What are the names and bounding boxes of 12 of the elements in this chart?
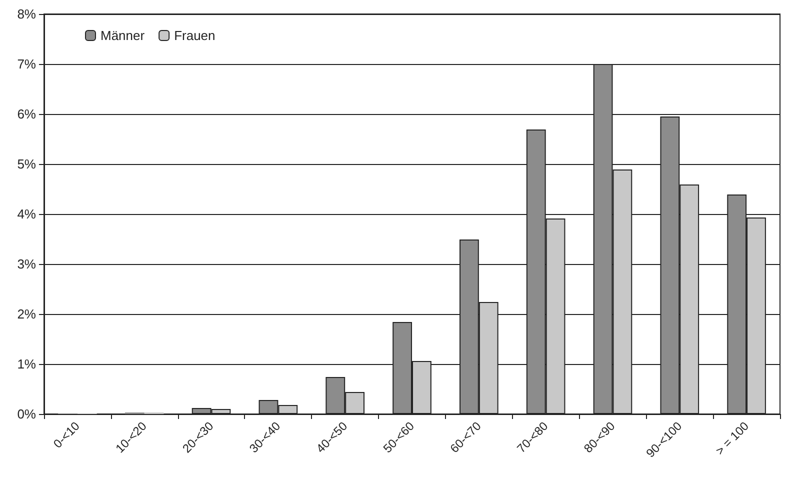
legend-label: Frauen: [174, 28, 216, 43]
x-tick-label: > = 100: [712, 418, 752, 458]
legend-label: Männer: [100, 28, 146, 43]
y-tick-label: 4%: [17, 206, 36, 222]
y-tick-label: 2%: [17, 306, 36, 322]
y-tick-label: 0%: [17, 406, 36, 422]
y-tick-label: 1%: [17, 356, 36, 372]
y-tick-label: 5%: [17, 156, 36, 172]
y-tick-label: 8%: [17, 6, 36, 22]
y-tick-label: 7%: [17, 56, 36, 72]
y-tick-label: 6%: [17, 106, 36, 122]
y-tick-label: 3%: [17, 256, 36, 272]
